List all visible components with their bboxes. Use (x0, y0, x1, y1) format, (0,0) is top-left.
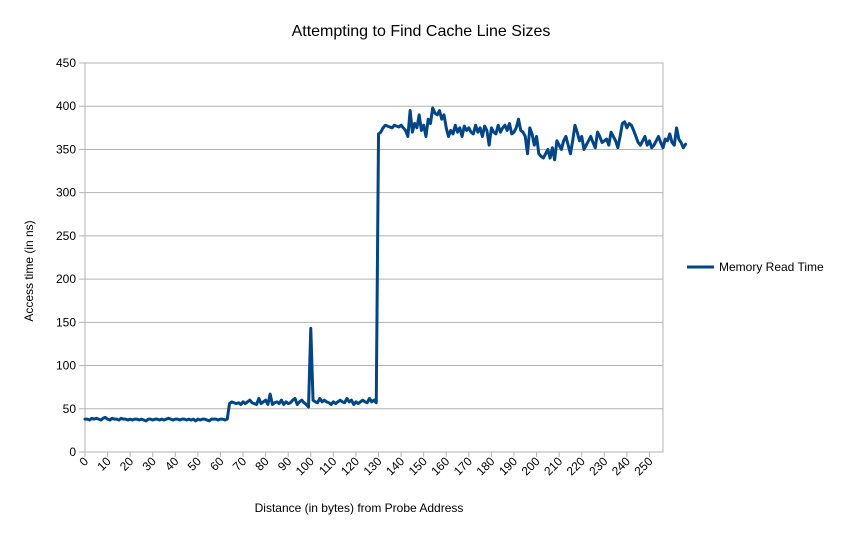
x-tick-label: 130 (361, 454, 385, 478)
series-line-memory-read-time (83, 106, 688, 423)
y-tick-label: 350 (56, 142, 76, 156)
y-tick-label: 300 (56, 186, 76, 200)
x-tick-label: 250 (632, 454, 656, 478)
x-tick-label: 240 (609, 454, 633, 478)
x-tick-label: 210 (541, 454, 565, 478)
x-tick-label: 190 (496, 454, 520, 478)
x-tick-label: 200 (519, 454, 543, 478)
x-tick-label: 120 (338, 454, 362, 478)
y-tick-label: 50 (63, 402, 77, 416)
y-tick-label: 250 (56, 229, 76, 243)
x-tick-label: 80 (252, 454, 272, 474)
x-tick-label: 50 (185, 454, 205, 474)
x-tick-label: 10 (94, 454, 114, 474)
x-tick-label: 20 (117, 454, 137, 474)
x-tick-label: 110 (316, 454, 340, 478)
x-tick-label: 220 (564, 454, 588, 478)
x-tick-label: 170 (451, 454, 475, 478)
x-tick-label: 70 (230, 454, 250, 474)
x-tick-label: 180 (473, 454, 497, 478)
x-tick-label: 40 (162, 454, 182, 474)
y-tick-label: 150 (56, 315, 76, 329)
x-tick-label: 90 (275, 454, 295, 474)
y-axis-label: Access time (in ns) (22, 220, 36, 321)
plot-area (84, 62, 664, 453)
x-tick-label: 150 (406, 454, 430, 478)
x-tick-label: 100 (293, 454, 317, 478)
y-tick-label: 450 (56, 56, 76, 70)
y-tick-label: 0 (69, 445, 76, 459)
x-tick-label: 60 (207, 454, 227, 474)
y-tick-label: 100 (56, 359, 76, 373)
x-tick-label: 160 (428, 454, 452, 478)
x-tick-label: 230 (586, 454, 610, 478)
y-axis-ticks: 0 50 100 150 200 250 300 350 400 450 (56, 56, 85, 459)
y-tick-label: 400 (56, 99, 76, 113)
legend: Memory Read Time (687, 260, 824, 274)
x-axis-label: Distance (in bytes) from Probe Address (255, 501, 464, 515)
y-tick-label: 200 (56, 272, 76, 286)
chart-title: Attempting to Find Cache Line Sizes (292, 23, 551, 40)
x-tick-label: 30 (140, 454, 160, 474)
legend-label-memory-read-time: Memory Read Time (719, 260, 824, 274)
x-tick-label: 140 (383, 454, 407, 478)
x-tick-label: 0 (76, 454, 91, 469)
gridlines (85, 62, 663, 453)
